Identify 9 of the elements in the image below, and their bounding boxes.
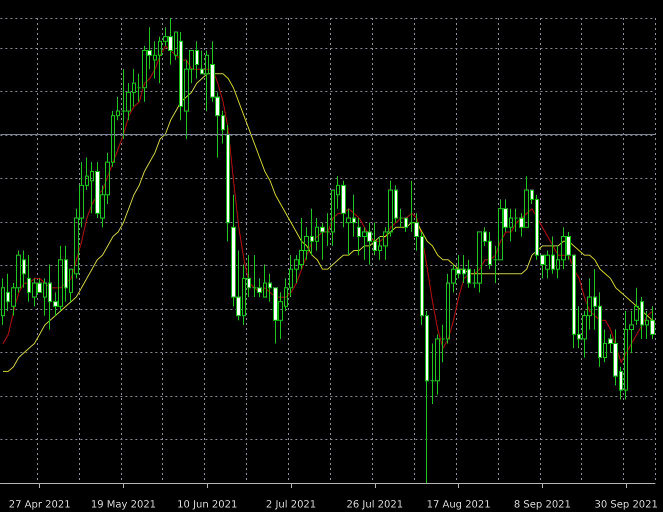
x-tick-label: 17 Aug 2021 (426, 500, 491, 510)
x-tick-label: 10 Jun 2021 (177, 500, 238, 510)
x-tick-label: 27 Apr 2021 (8, 500, 71, 510)
x-tick-label: 30 Sep 2021 (594, 500, 658, 510)
candlestick (226, 124, 230, 242)
x-tick-label: 2 Jul 2021 (266, 500, 316, 510)
x-tick-label: 19 May 2021 (90, 500, 156, 510)
x-tick-label: 26 Jul 2021 (346, 500, 404, 510)
x-tick-label: 8 Sep 2021 (514, 500, 571, 510)
